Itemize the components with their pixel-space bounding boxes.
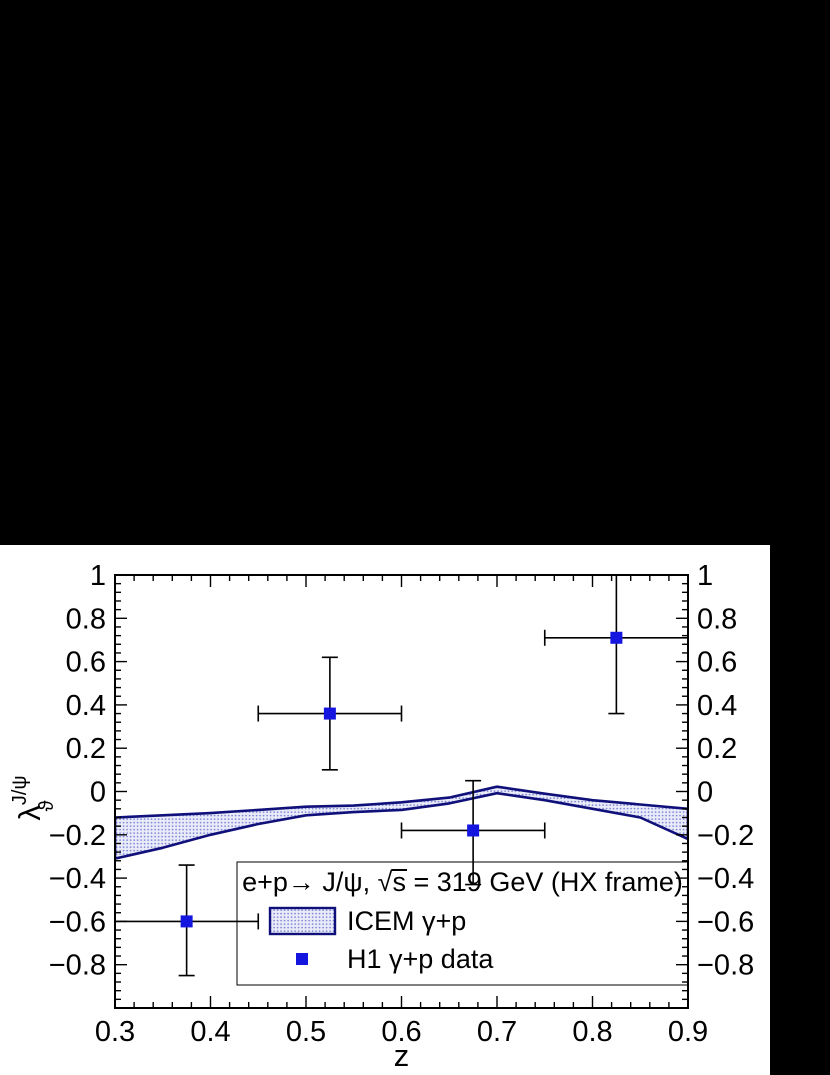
x-tick-label: 0.7 (477, 1016, 517, 1048)
y-tick-label-right: 0 (697, 777, 713, 809)
y-tick-label-right: −0.8 (697, 950, 754, 982)
x-tick-label: 0.6 (381, 1016, 421, 1048)
y-tick-label: −0.8 (49, 950, 106, 982)
data-point-marker (323, 707, 336, 720)
chart-svg: 0.3 0.4 0.5 0.6 0.7 0.8 0.9 1 1 0.8 0.8 0.6 0.6 0.4 0.… (9, 560, 754, 1073)
data-point-marker (180, 915, 193, 928)
data-point-marker (467, 824, 480, 837)
data-point-marker (610, 631, 623, 644)
y-tick-label-right: −0.2 (697, 820, 754, 852)
axis-ticks (114, 574, 689, 1008)
y-tick-label-right: 0.4 (697, 690, 737, 722)
y-tick-label-right: 1 (697, 560, 713, 592)
y-tick-label: −0.2 (49, 820, 106, 852)
legend-marker-swatch (296, 953, 308, 965)
y-tick-label-right: 0.8 (697, 603, 737, 635)
y-tick-label: −0.6 (49, 906, 106, 938)
y-tick-label: 0.8 (66, 603, 106, 635)
y-tick-label-right: −0.6 (697, 906, 754, 938)
icem-band (115, 785, 688, 860)
x-axis-title: z (394, 1038, 410, 1073)
x-tick-label: 0.5 (286, 1016, 326, 1048)
x-tick-label: 0.8 (572, 1016, 612, 1048)
plot-region: 0.3 0.4 0.5 0.6 0.7 0.8 0.9 1 1 0.8 0.8 0.6 0.6 0.4 0.… (0, 545, 770, 1075)
axis-labels: 0.3 0.4 0.5 0.6 0.7 0.8 0.9 1 1 0.8 0.8 0.6 0.6 0.4 0.… (9, 560, 754, 1073)
y-tick-label-right: 0.6 (697, 647, 737, 679)
legend: e+p→ J/ψ, √s = 319 GeV (HX frame) ICEM γ+… (236, 861, 689, 986)
legend-header: e+p→ J/ψ, √s = 319 GeV (HX frame) (242, 867, 683, 897)
y-tick-label: −0.4 (49, 863, 106, 895)
legend-border (236, 861, 689, 986)
y-tick-label: 0.6 (66, 647, 106, 679)
y-tick-label: 1 (90, 560, 106, 592)
y-tick-label-right: −0.4 (697, 863, 754, 895)
legend-entry-label: H1 γ+p data (347, 944, 494, 974)
legend-band-swatch (268, 906, 337, 936)
y-tick-label: 0.2 (66, 733, 106, 765)
x-tick-label: 0.9 (668, 1016, 708, 1048)
y-axis-title: λJ/ψϑ (9, 775, 58, 820)
x-tick-label: 0.3 (95, 1016, 135, 1048)
x-tick-label: 0.4 (190, 1016, 230, 1048)
y-tick-label: 0 (90, 777, 106, 809)
y-tick-label: 0.4 (66, 690, 106, 722)
legend-entry-label: ICEM γ+p (347, 906, 466, 936)
y-tick-label-right: 0.2 (697, 733, 737, 765)
h1-data-points (115, 575, 688, 977)
band-area (115, 785, 688, 860)
